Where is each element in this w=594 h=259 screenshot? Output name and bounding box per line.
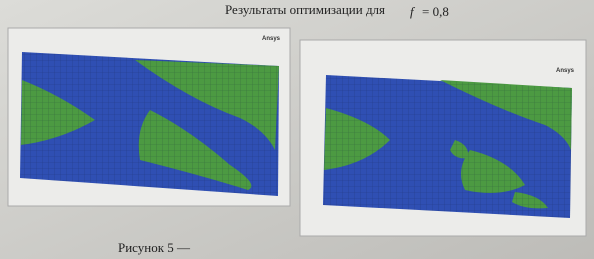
- caption-top-value: = 0,8: [422, 4, 449, 19]
- ansys-logo: Ansys: [262, 36, 281, 42]
- mesh: [20, 52, 279, 196]
- caption-top-text: Результаты оптимизации для: [225, 2, 385, 17]
- caption-bottom: Рисунок 5 —: [118, 240, 191, 255]
- figure-left: Ansys: [8, 28, 290, 206]
- document-photo: Результаты оптимизации для f = 0,8 Ansys…: [0, 0, 594, 259]
- ansys-logo: Ansys: [556, 68, 575, 74]
- page: Результаты оптимизации для f = 0,8 Ansys…: [0, 0, 594, 259]
- figure-right: Ansys: [300, 40, 586, 236]
- mesh: [323, 75, 572, 218]
